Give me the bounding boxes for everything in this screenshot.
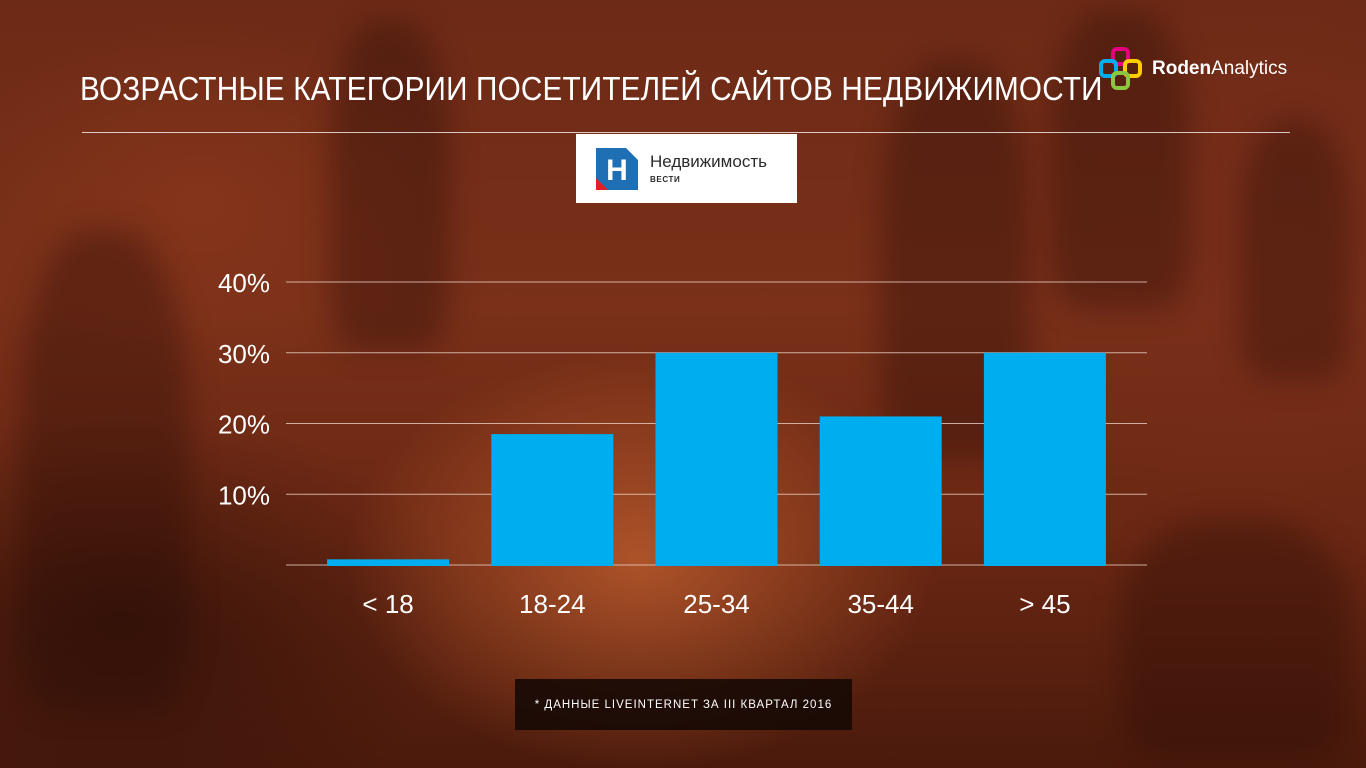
y-tick-label: 10% [218,480,270,510]
footnote: * ДАННЫЕ LIVEINTERNET ЗА III КВАРТАЛ 201… [515,679,852,730]
x-category-label: 25-34 [683,589,750,619]
nedvizhimost-logo-icon: Н [596,147,638,190]
bar-5 [983,352,1106,566]
bar-4 [819,416,942,566]
brand-logo: RodenAnalytics [1098,46,1287,92]
source-name: Недвижимость [650,152,767,171]
bar-1 [327,559,450,566]
y-tick-label: 30% [218,339,270,369]
roden-analytics-logo-icon [1099,47,1142,90]
brand-name-part2: Analytics [1211,58,1288,79]
source-sub: ВЕСТИ [650,175,681,184]
brand-name-part1: Roden [1152,58,1212,79]
bar-3 [655,352,778,566]
y-tick-label: 20% [218,410,270,440]
x-category-label: 18-24 [519,589,586,619]
source-logo-card: Н Недвижимость ВЕСТИ [576,134,797,203]
bar-2 [491,434,614,566]
x-category-label: 35-44 [847,589,914,619]
x-category-label: < 18 [362,589,413,619]
source-text: Недвижимость ВЕСТИ [650,152,767,185]
page-title: ВОЗРАСТНЫЕ КАТЕГОРИИ ПОСЕТИТЕЛЕЙ САЙТОВ … [80,70,1103,107]
logo-letter: Н [606,154,628,187]
y-tick-label: 40% [218,268,270,298]
x-category-label: > 45 [1019,589,1070,619]
title-divider [82,132,1290,133]
brand-name: RodenAnalytics [1152,58,1287,80]
